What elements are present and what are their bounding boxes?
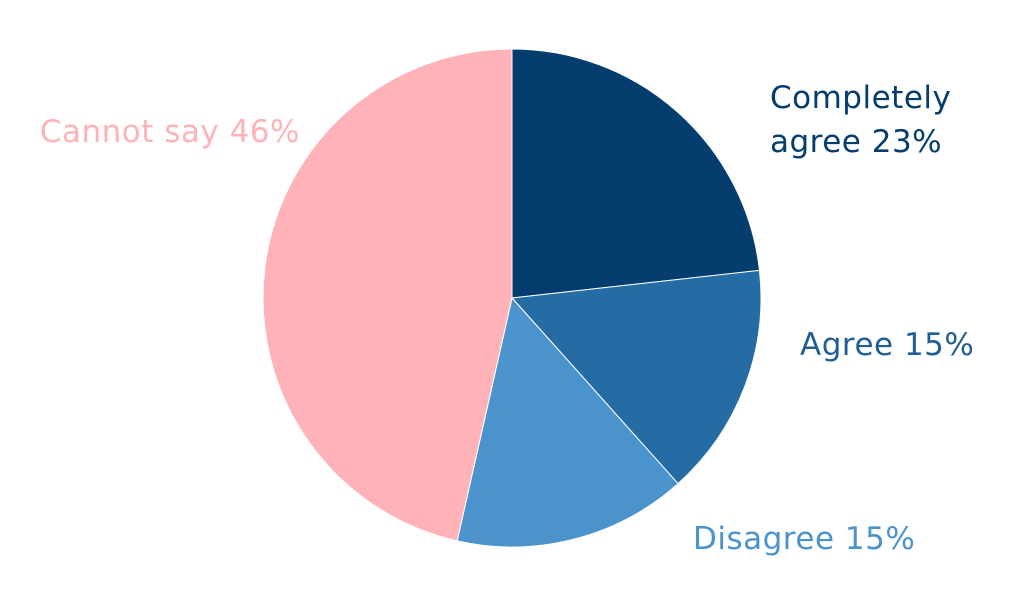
- pie-slice-completely-agree: [511, 48, 761, 299]
- slice-label-line: agree 23%: [770, 124, 942, 160]
- pie-slice-agree: [510, 269, 762, 485]
- slices-layer: [262, 48, 762, 548]
- slice-label-line: Agree 15%: [800, 327, 974, 363]
- slice-label-line: Disagree 15%: [693, 521, 915, 557]
- pie-slice-cannot-say: [262, 48, 513, 542]
- labels-layer: Completely agree 23% Agree 15% Disagree 15%…: [40, 80, 974, 557]
- slice-label-line: Completely: [770, 80, 951, 116]
- slice-label-cannot-say: Cannot say 46%: [40, 114, 300, 150]
- slice-label-completely-agree: Completely agree 23%: [770, 80, 951, 160]
- slice-label-disagree: Disagree 15%: [693, 521, 915, 557]
- pie-slice-disagree: [456, 296, 679, 548]
- slice-label-line: Cannot say 46%: [40, 114, 300, 150]
- slice-label-agree: Agree 15%: [800, 327, 974, 363]
